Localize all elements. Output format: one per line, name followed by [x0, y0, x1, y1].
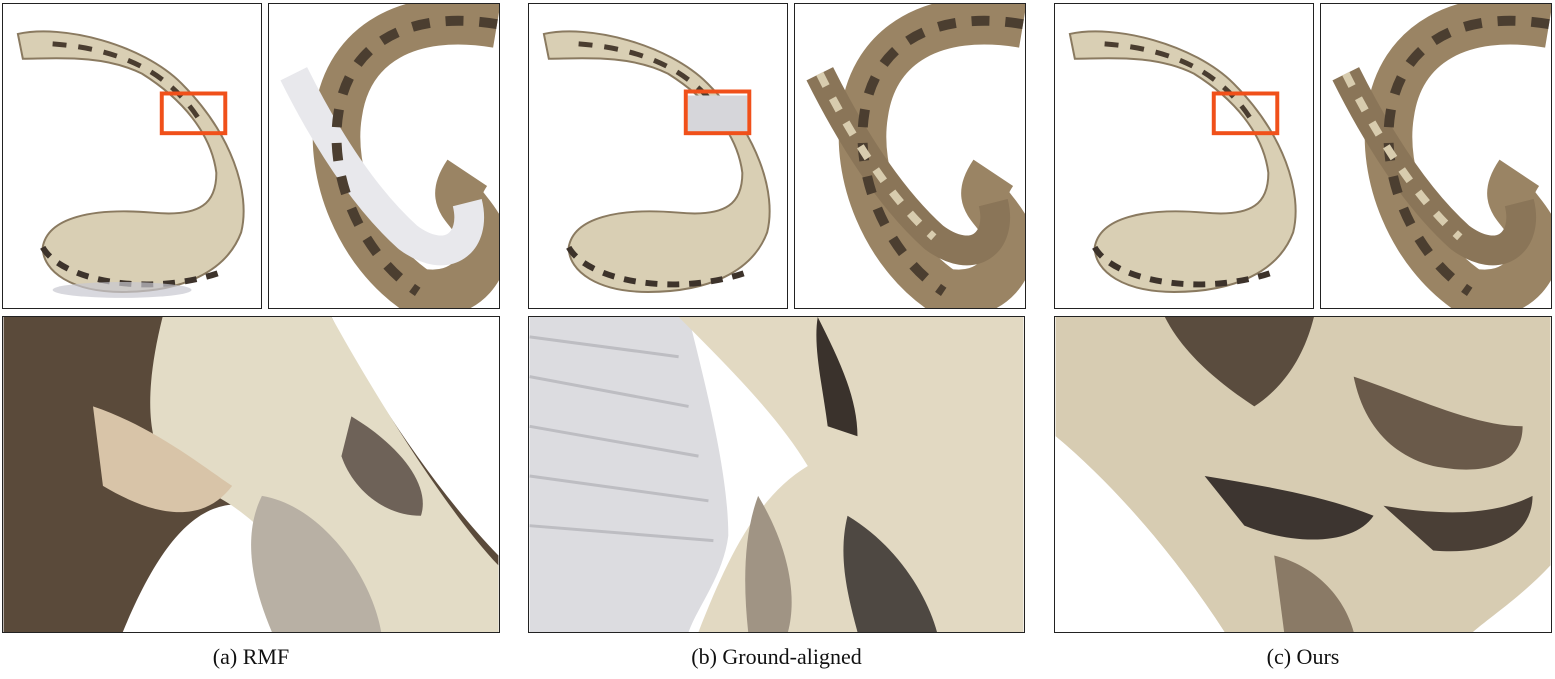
ours-side-view-image [1055, 4, 1313, 308]
ground-aligned-front-view [794, 3, 1026, 309]
rmf-front-view-image [269, 4, 499, 308]
rmf-side-view [2, 3, 262, 309]
rmf-closeup-image [3, 317, 499, 632]
ground-aligned-side-view [528, 3, 788, 309]
ground-aligned-side-view-image [529, 4, 787, 308]
ours-closeup [1054, 316, 1552, 633]
ground-aligned-closeup [528, 316, 1025, 633]
caption-ours: (c) Ours [1054, 644, 1552, 670]
ours-closeup-image [1055, 317, 1551, 632]
ours-side-view [1054, 3, 1314, 309]
rmf-side-view-image [3, 4, 261, 308]
ours-front-view [1320, 3, 1552, 309]
ground-aligned-closeup-image [529, 317, 1024, 632]
caption-ground-aligned: (b) Ground-aligned [528, 644, 1025, 670]
ours-front-view-image [1321, 4, 1551, 308]
caption-rmf: (a) RMF [2, 644, 500, 670]
ground-aligned-front-view-image [795, 4, 1025, 308]
rmf-front-view [268, 3, 500, 309]
rmf-closeup [2, 316, 500, 633]
